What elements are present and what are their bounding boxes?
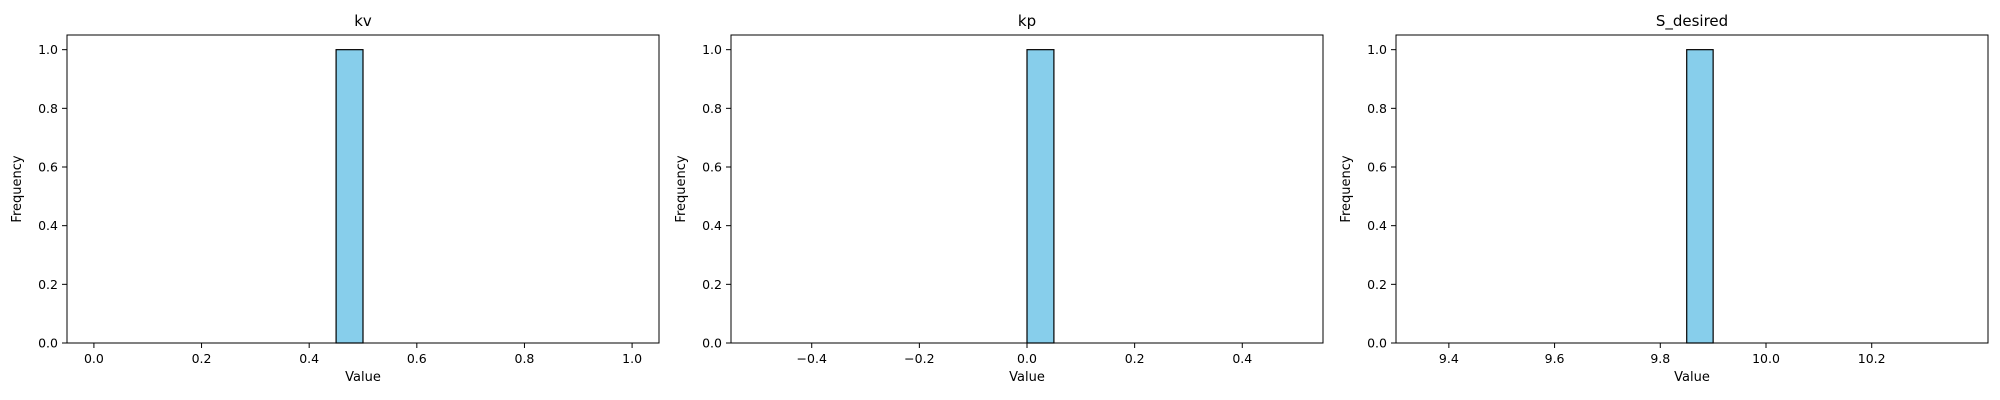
y-tick-label: 0.4 xyxy=(38,218,58,233)
y-tick-label: 0.2 xyxy=(702,277,722,292)
y-tick-label: 0.6 xyxy=(702,160,722,175)
x-tick-label: 10.0 xyxy=(1752,351,1780,366)
y-tick-label: 0.4 xyxy=(1367,218,1387,233)
y-tick-label: 1.0 xyxy=(702,42,722,57)
histogram-bar xyxy=(1686,49,1714,344)
x-tick-label: 0.6 xyxy=(407,351,427,366)
y-axis-label: Frequency xyxy=(1339,155,1354,222)
x-tick-label: 1.0 xyxy=(622,351,642,366)
chart-panel-2: −0.4 −0.2 0.0 0.2 0.4 0.0 0.2 0.4 0.6 0.8 1.0 kp Val… xyxy=(674,12,1324,385)
chart-panel-3: 9.4 9.6 9.8 10.0 10.2 0.0 0.2 0.4 0.6 0.8 1.0 S_des… xyxy=(1339,12,1989,385)
y-tick-label: 0.6 xyxy=(38,160,58,175)
y-axis-label: Frequency xyxy=(674,155,689,222)
chart-panel-1: 0.0 0.2 0.4 0.6 0.8 1.0 0.0 0.2 0.4 0.6 0.8 1.0 kv Va… xyxy=(10,12,660,385)
x-tick-label: 0.0 xyxy=(84,351,104,366)
y-tick-label: 1.0 xyxy=(1367,42,1387,57)
x-tick-label: 0.8 xyxy=(515,351,535,366)
x-tick-label: 9.8 xyxy=(1650,351,1670,366)
x-tick-label: 9.6 xyxy=(1545,351,1565,366)
chart-title: kv xyxy=(354,12,372,30)
x-tick-label: −0.4 xyxy=(797,351,827,366)
x-tick-label: 0.4 xyxy=(299,351,319,366)
histogram-bar xyxy=(1026,49,1055,344)
plot-frame xyxy=(66,34,660,344)
y-tick-label: 0.8 xyxy=(1367,101,1387,116)
chart-title: S_desired xyxy=(1656,12,1728,31)
x-tick-label: 0.2 xyxy=(192,351,212,366)
x-axis-label: Value xyxy=(1674,370,1710,385)
chart-title: kp xyxy=(1018,12,1036,30)
y-tick-label: 0.8 xyxy=(38,101,58,116)
x-tick-label: 0.0 xyxy=(1017,351,1037,366)
y-tick-label: 0.0 xyxy=(1367,336,1387,351)
x-tick-label: 10.2 xyxy=(1858,351,1886,366)
y-tick-label: 0.0 xyxy=(702,336,722,351)
y-tick-label: 0.2 xyxy=(1367,277,1387,292)
x-tick-label: 0.4 xyxy=(1232,351,1252,366)
x-axis-label: Value xyxy=(345,370,381,385)
x-tick-label: 9.4 xyxy=(1439,351,1459,366)
y-axis-label: Frequency xyxy=(10,155,25,222)
x-tick-label: 0.2 xyxy=(1125,351,1145,366)
plot-frame xyxy=(1395,34,1989,344)
y-tick-label: 0.4 xyxy=(702,218,722,233)
x-axis-label: Value xyxy=(1009,370,1045,385)
y-tick-label: 1.0 xyxy=(38,42,58,57)
y-tick-label: 0.2 xyxy=(38,277,58,292)
y-tick-label: 0.0 xyxy=(38,336,58,351)
y-tick-label: 0.8 xyxy=(702,101,722,116)
x-tick-label: −0.2 xyxy=(904,351,934,366)
y-tick-label: 0.6 xyxy=(1367,160,1387,175)
histogram-bar xyxy=(335,49,364,344)
